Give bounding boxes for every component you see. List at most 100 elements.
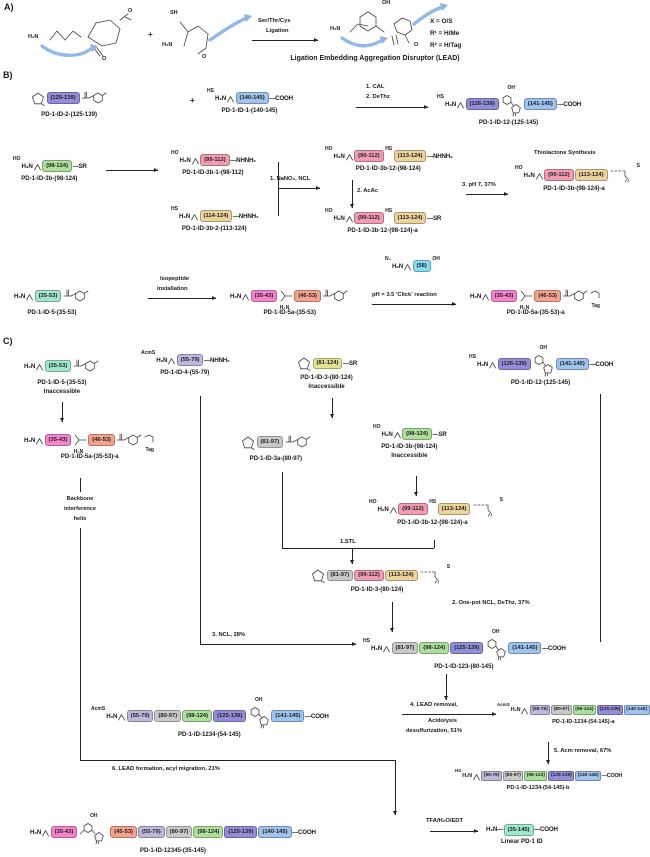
construct-pd1-id-3b-12-a: HO H₂N (99-112) HS (113-124) S PD-1-ID-3b-12-(… xyxy=(368,497,503,526)
segment-box: (125-139) xyxy=(213,710,247,722)
side-chain-label: HO xyxy=(369,499,377,505)
side-chain-label: AcmS xyxy=(497,701,510,707)
step-label: desulfurization, 51% xyxy=(406,728,463,734)
connector-line xyxy=(278,162,279,216)
construct-pd1-id-1234-a: AcmS H₂N (55-79) (80-97) (98-124) (125-139) (1… xyxy=(496,701,650,725)
chain-terminus-label: H₂N xyxy=(178,212,191,220)
side-chain-label: HS xyxy=(437,94,444,100)
reaction-arrow-down xyxy=(393,760,398,815)
side-chain-label: N₃ xyxy=(385,256,391,262)
connector-line xyxy=(434,540,435,548)
side-chain-label: HS xyxy=(429,499,437,505)
atom-label: H₂N xyxy=(330,26,341,32)
chain-terminus-label: H₂N xyxy=(444,100,457,108)
segment-box: (125-139) xyxy=(450,642,484,654)
reaction-arrow xyxy=(252,38,318,43)
backbone-note-line: interference xyxy=(63,506,97,512)
segment-box: (141-145) xyxy=(271,710,305,722)
peptide-chain: H₂N (35-43) OH (45-53) (55-79) (80-97) (98-124… xyxy=(30,813,316,845)
construct-pd1-id-3b: HO H₂N (98-124) —SR PD-1-ID-3b-(98-124) Inacc… xyxy=(372,424,447,459)
construct-caption: PD-1-ID-1234-(54-145)-a xyxy=(552,718,615,725)
atom-label: Tag xyxy=(591,303,600,309)
thiazolidine-ring xyxy=(31,91,45,106)
reaction-arrow xyxy=(278,186,320,191)
segment-box: (140-145) xyxy=(258,826,292,838)
construct-pd1-id-3-assembled: (81-97) (99-112) (113-124) S PD-1-ID-3-(80-1… xyxy=(310,564,450,593)
construct-caption: PD-1-ID-3-(80-124) xyxy=(350,585,404,593)
segment-box: (141-145) xyxy=(523,98,557,110)
segment-box: (125-139) xyxy=(596,705,623,715)
step-label: 4. LEAD removal, xyxy=(410,702,458,708)
chain-terminus-label: —COOH xyxy=(557,100,582,108)
construct-caption: PD-1-ID-5a-(35-53) xyxy=(263,308,316,316)
peptide-chain: HS H₂N (114-124) —NHNH₂ xyxy=(170,206,259,222)
salicylaldehyde-ester xyxy=(116,430,142,450)
segment-box: (55-79) xyxy=(126,710,154,722)
chain-terminus-label: H₂N xyxy=(476,360,489,368)
backbone-stub xyxy=(521,704,529,716)
peptide-chain: HO H₂N (98-124) —SR xyxy=(12,156,87,172)
panel-a-structure-product: H₂N OH O xyxy=(330,0,450,58)
construct-pd1-id-4: AcmS H₂N (55-79) —NHNH₂ PD-1-ID-4-(55-79) xyxy=(140,350,230,376)
salicylaldehyde-ester xyxy=(81,88,107,108)
peptide-chain: HO H₂N (99-112) —NHNH₂ xyxy=(170,150,256,166)
backbone-stub xyxy=(457,98,464,110)
construct-pd1-id-5: H₂N (35-53) PD-1-ID-5-(35-53) xyxy=(14,286,90,316)
backbone-stub xyxy=(42,826,49,838)
segment-box: (35-43) xyxy=(490,290,518,302)
side-chain-label: HS xyxy=(385,208,393,214)
construct-caption: PD-1-ID-3b-12-(98-124) xyxy=(355,164,421,172)
backbone-stub xyxy=(168,354,176,366)
atom-label: H₂N xyxy=(162,42,173,48)
peptide-chain: H₂N (35-43) H₂N (46-53) Tag xyxy=(470,286,601,311)
backbone-stub xyxy=(404,260,411,272)
reaction-arrow-down xyxy=(350,180,355,208)
construct-pd1-id-3: (81-124) —SR PD-1-ID-3-(80-124) Inaccessibl… xyxy=(296,356,357,390)
chain-terminus-label: —COOH xyxy=(534,826,558,834)
segment-box: (55-79) xyxy=(176,354,204,366)
step-label: TFA/H₂O/EDT xyxy=(426,818,464,824)
atom-label: OH xyxy=(90,813,98,819)
isopeptide-branch: H₂N xyxy=(73,433,87,455)
peptide-chain: (81-97) (99-112) (113-124) S xyxy=(310,564,450,583)
construct-caption: Linear PD-1 ID xyxy=(501,838,543,846)
step-label: 2. DeThz xyxy=(366,94,390,100)
backbone-stub xyxy=(489,358,496,370)
segment-box: (126-139) xyxy=(465,98,499,110)
segment-box: (35-53) xyxy=(34,290,62,302)
lead-caption: Ligation Embedding Aggregation Disruptor… xyxy=(290,55,460,62)
segment-box: (35-43) xyxy=(44,434,72,446)
atom-label: O xyxy=(102,56,107,62)
construct-note: Inaccessible xyxy=(308,383,345,390)
peptide-chain: (81-124) —SR xyxy=(296,356,357,371)
construct-caption: PD-1-ID-3b-2-(113-124) xyxy=(181,224,247,232)
ligation-arrow-text-1: Ser/Thr/Cys xyxy=(258,18,291,24)
lead-moiety: OH xyxy=(500,85,522,117)
peptide-chain: H₂N (35-43) H₂N (46-53) Tag xyxy=(24,430,155,455)
step-label: 1. CAL xyxy=(366,84,385,90)
construct-note: Inaccessible xyxy=(43,388,81,395)
atom-label: H₂N xyxy=(519,304,530,311)
chain-terminus-label: H₂N xyxy=(370,644,383,652)
construct-caption: PD-1-ID-3b-(98-124) xyxy=(381,442,438,450)
atom-label: OH xyxy=(492,629,500,635)
connector-line xyxy=(200,396,201,644)
construct-caption: PD-1-ID-3b-12-(98-124)-a xyxy=(347,226,418,234)
construct-caption: PD-1-ID-3-(80-124) xyxy=(300,373,353,381)
construct-caption: PD-1-ID-3b-12-(98-124)-a xyxy=(397,518,468,526)
segment-box: (141-145) xyxy=(555,358,589,370)
chain-terminus-label: H₂N xyxy=(179,156,191,164)
backbone-stub xyxy=(345,150,353,162)
peptide-chain: HO H₂N (99-112) HS (113-124) —SR xyxy=(324,208,441,224)
segment-box: (35-145) xyxy=(503,824,534,836)
backbone-note-line: Backbone xyxy=(66,496,94,502)
chain-terminus-label: —NHNH₂ xyxy=(203,356,230,364)
construct-pd1-id-3b-2: HS H₂N (114-124) —NHNH₂ PD-1-ID-3b-2-(113-12… xyxy=(170,206,259,232)
segment-box: (125-139) xyxy=(548,771,575,781)
chain-terminus-label: —SR xyxy=(72,162,87,170)
side-chain-label: HS xyxy=(207,88,214,94)
lead-moiety: OH xyxy=(248,697,270,729)
segment-box: (55-79) xyxy=(529,705,551,715)
backbone-stub xyxy=(383,642,390,654)
connector-line xyxy=(282,548,434,549)
